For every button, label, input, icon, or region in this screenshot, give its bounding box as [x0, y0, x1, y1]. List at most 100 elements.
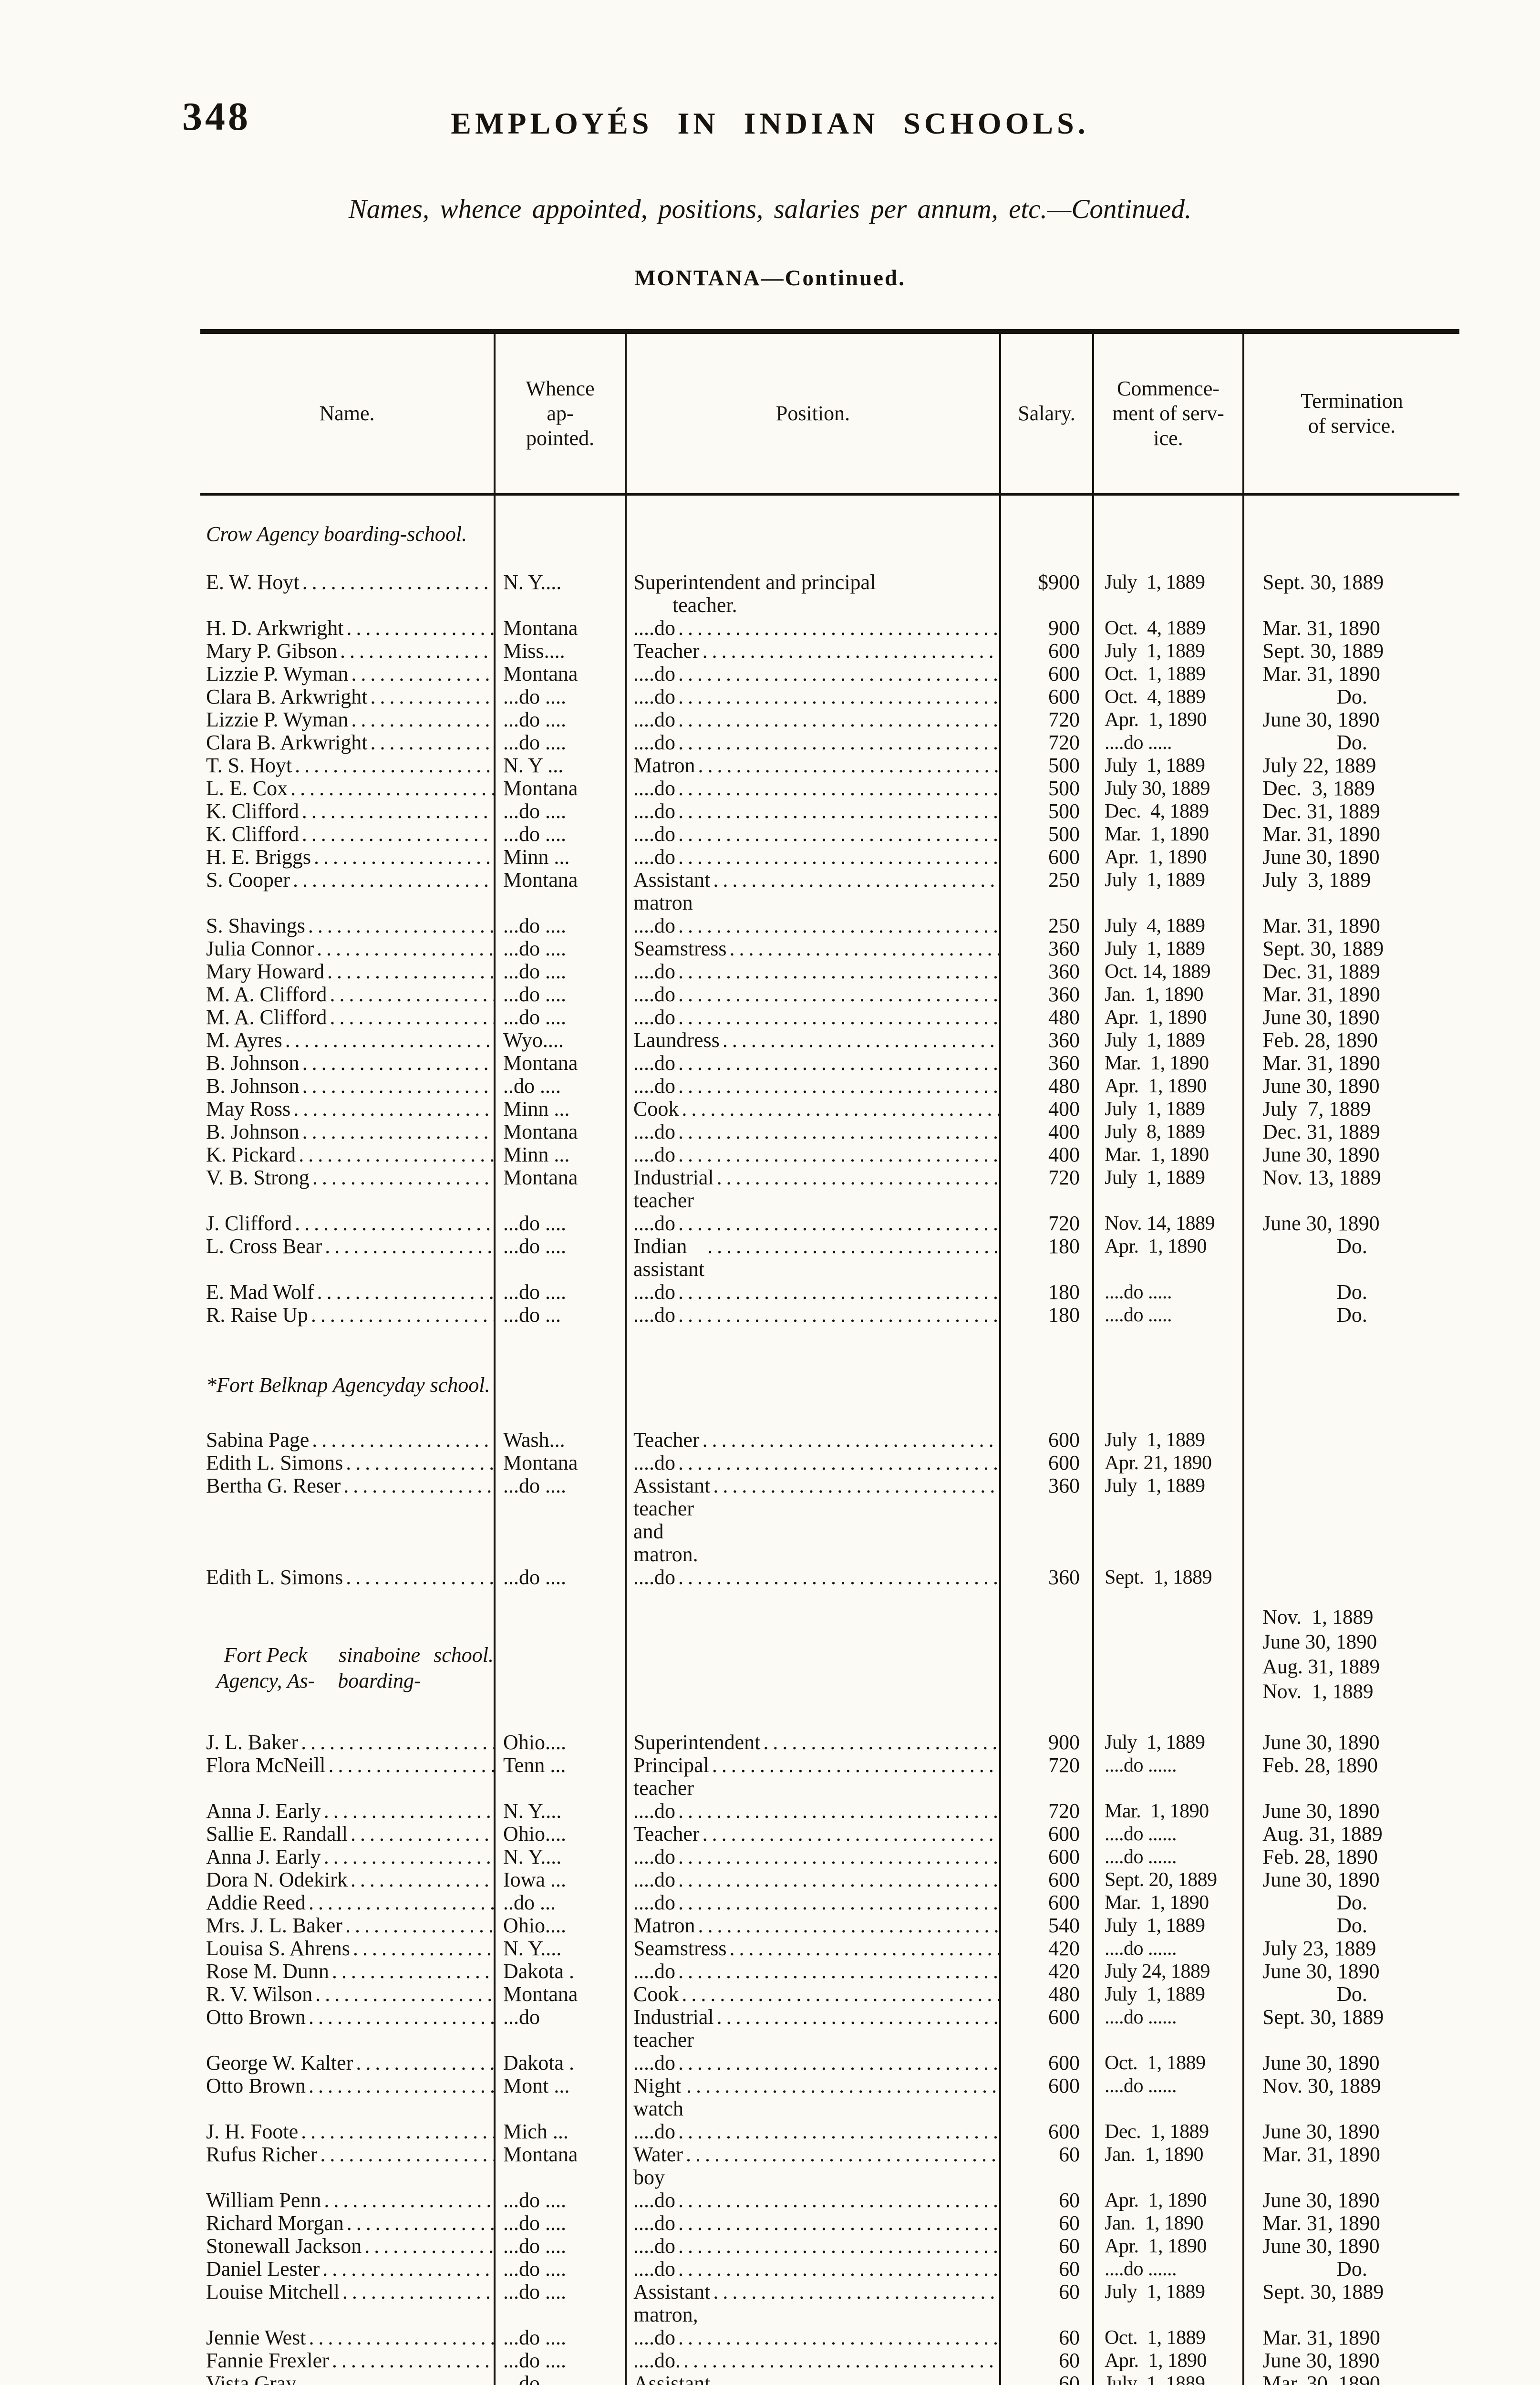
termination-cell: Mar. 30, 1890 [1242, 2372, 1459, 2385]
salary-cell: 600 [999, 1868, 1092, 1891]
salary-cell: 420 [999, 1937, 1092, 1960]
position-cell: Teacher [625, 1429, 999, 1452]
termination-cell: June 30, 1890 [1242, 846, 1459, 869]
dot-leader [320, 2258, 494, 2281]
dot-leader [343, 1566, 494, 1589]
whence-cell: ...do .... [494, 2212, 625, 2235]
dot-leader [322, 1235, 494, 1258]
salary-cell: 600 [999, 2052, 1092, 2074]
dot-leader [350, 1937, 494, 1960]
name-cell: Stonewall Jackson [200, 2235, 494, 2258]
termination-cell: Do. [1242, 1891, 1459, 1914]
position-cell: ....do [625, 2189, 999, 2212]
dot-leader [710, 869, 999, 892]
termination-cell: Dec. 3, 1889 [1242, 777, 1459, 800]
dot-leader [675, 1960, 999, 1983]
whence-cell: N. Y.... [494, 1800, 625, 1823]
whence-cell: ...do .... [494, 2349, 625, 2372]
termination-cell: Do. [1242, 1281, 1459, 1304]
termination-cell [1242, 1566, 1459, 1589]
commencement-cell: July 24, 1889 [1092, 1960, 1242, 1983]
dot-leader [309, 1429, 494, 1452]
dot-leader [727, 937, 999, 960]
termination-cell: June 30, 1890 [1242, 708, 1459, 731]
dot-leader [720, 1029, 999, 1052]
termination-cell: June 30, 1890 [1242, 1868, 1459, 1891]
whence-cell: ...do .... [494, 2281, 625, 2326]
salary-cell: 600 [999, 663, 1092, 685]
termination-cell: Mar. 31, 1890 [1242, 2143, 1459, 2189]
position-cell: ....do [625, 914, 999, 937]
name-cell: Flora McNeill [200, 1754, 494, 1800]
salary-cell: 500 [999, 800, 1092, 823]
name-cell: Sabina Page [200, 1429, 494, 1452]
dot-leader [368, 731, 494, 754]
salary-cell: 600 [999, 1452, 1092, 1474]
whence-cell: ...do .... [494, 1474, 625, 1566]
dot-leader [329, 2349, 494, 2372]
dot-leader [299, 823, 494, 846]
commencement-cell: July 1, 1889 [1092, 937, 1242, 960]
commencement-cell: July 1, 1889 [1092, 1914, 1242, 1937]
salary-cell: 60 [999, 2372, 1092, 2385]
commencement-cell: Apr. 1, 1890 [1092, 708, 1242, 731]
empty-cell [999, 1327, 1092, 1429]
salary-cell: 600 [999, 640, 1092, 663]
dot-leader [675, 960, 999, 983]
dot-leader [306, 2074, 494, 2097]
whence-cell: ...do .... [494, 800, 625, 823]
commencement-cell: Oct. 1, 1889 [1092, 663, 1242, 685]
dot-leader [675, 2326, 999, 2349]
commencement-cell: Apr. 1, 1890 [1092, 846, 1242, 869]
whence-cell: ..do .... [494, 1075, 625, 1098]
dot-leader [290, 869, 494, 892]
name-cell: May Ross [200, 1098, 494, 1120]
salary-cell: 600 [999, 1429, 1092, 1452]
termination-cell: Do. [1242, 2258, 1459, 2281]
page-title: EMPLOYÉS IN INDIAN SCHOOLS. [451, 106, 1089, 140]
dot-leader [299, 800, 494, 823]
name-cell: H. D. Arkwright [200, 617, 494, 640]
dot-leader [727, 1937, 999, 1960]
whence-cell: Montana [494, 777, 625, 800]
dot-leader [675, 1143, 999, 1166]
name-cell: S. Cooper [200, 869, 494, 914]
section-heading: Crow Agency boarding-school. [206, 522, 467, 546]
commencement-cell: July 1, 1889 [1092, 2281, 1242, 2326]
commencement-cell: July 1, 1889 [1092, 2372, 1242, 2385]
name-cell: Clara B. Arkwright [200, 731, 494, 754]
dot-leader [723, 2372, 999, 2385]
whence-cell: Montana [494, 2143, 625, 2189]
name-cell: Mary Howard [200, 960, 494, 983]
position-cell: ....do [625, 2235, 999, 2258]
termination-cell: Feb. 28, 1890 [1242, 1754, 1459, 1800]
whence-cell: ...do .... [494, 1006, 625, 1029]
termination-cell: Mar. 31, 1890 [1242, 823, 1459, 846]
dot-leader [298, 2120, 494, 2143]
whence-cell: ...do .... [494, 2326, 625, 2349]
dot-leader [342, 1914, 494, 1937]
termination-cell: Sept. 30, 1889 [1242, 2006, 1459, 2052]
termination-cell: Do. [1242, 1914, 1459, 1937]
commencement-cell: Mar. 1, 1890 [1092, 1143, 1242, 1166]
salary-cell: 60 [999, 2281, 1092, 2326]
termination-cell: June 30, 1890 [1242, 1960, 1459, 1983]
salary-cell: 720 [999, 1800, 1092, 1823]
name-cell: T. S. Hoyt [200, 754, 494, 777]
whence-cell: N. Y.... [494, 1937, 625, 1960]
termination-cell: June 30, 1890 [1242, 1143, 1459, 1166]
commencement-cell: Apr. 1, 1890 [1092, 2349, 1242, 2372]
dot-leader [337, 640, 494, 663]
salary-cell: 600 [999, 846, 1092, 869]
column-header: Whence ap-pointed. [494, 334, 625, 493]
name-cell: Bertha G. Reser [200, 1474, 494, 1566]
table-header: Name. Whence ap-pointed. Position. Salary. Co… [200, 329, 1459, 496]
salary-cell: 250 [999, 914, 1092, 937]
masthead: 348 EMPLOYÉS IN INDIAN SCHOOLS. Names, w… [0, 0, 1540, 329]
whence-cell: Minn ... [494, 1098, 625, 1120]
termination-cell: July 7, 1889 [1242, 1098, 1459, 1120]
section-termination-dates [1242, 496, 1459, 571]
commencement-cell: July 1, 1889 [1092, 1429, 1242, 1452]
dot-leader [300, 571, 494, 594]
empty-cell [494, 1589, 625, 1731]
